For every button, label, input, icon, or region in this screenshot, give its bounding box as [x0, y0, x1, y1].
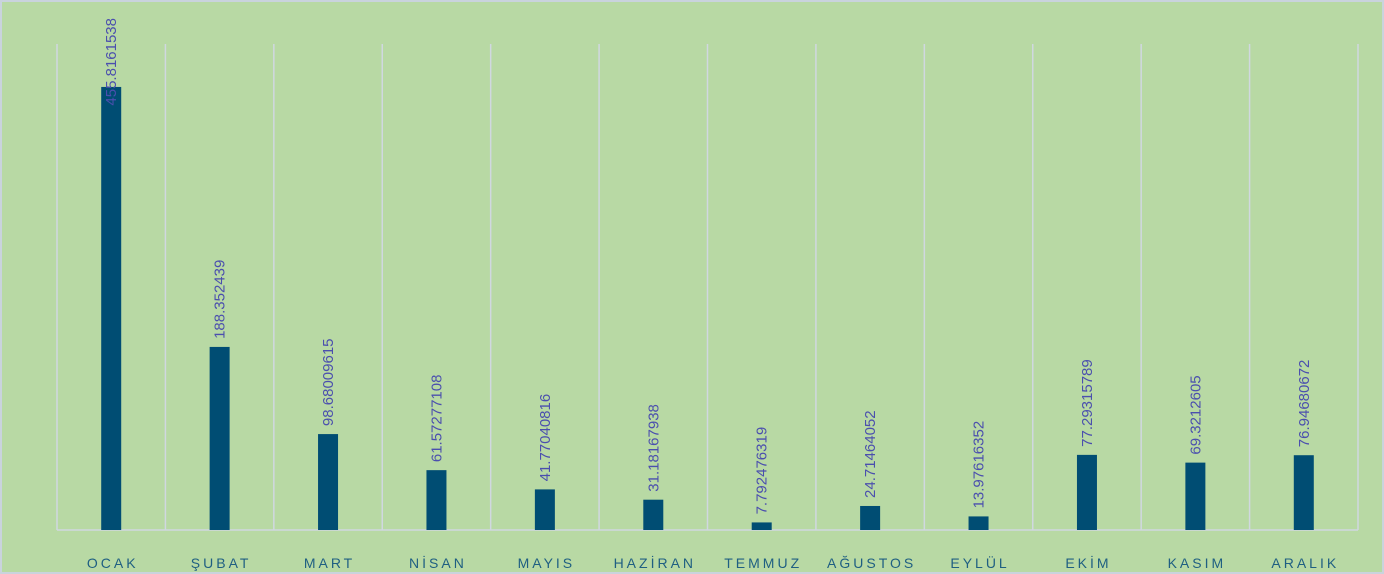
- x-tick-label: ŞUBAT: [191, 555, 252, 571]
- x-tick-label: MART: [304, 555, 355, 571]
- bar: [860, 505, 881, 530]
- x-tick-label: KASIM: [1168, 555, 1227, 571]
- bar: [209, 346, 230, 530]
- x-tick-label: MAYIS: [518, 555, 576, 571]
- value-label: 13.97616352: [971, 421, 988, 509]
- x-tick-label: EKİM: [1065, 554, 1111, 571]
- value-label: 69.3212605: [1187, 375, 1204, 454]
- x-tick-label: TEMMUZ: [724, 555, 802, 571]
- value-label: 188.352439: [212, 260, 229, 339]
- value-label: 61.57277108: [428, 375, 445, 463]
- x-tick-label: EYLÜL: [950, 554, 1009, 571]
- value-label: 24.71464052: [862, 410, 879, 498]
- value-label: 31.18167938: [645, 404, 662, 492]
- bar: [968, 516, 989, 530]
- x-tick-label: AĞUSTOS: [827, 555, 916, 571]
- bar: [1076, 454, 1097, 530]
- x-tick-label: HAZİRAN: [614, 554, 696, 571]
- x-tick-label: ARALIK: [1271, 555, 1339, 571]
- bar: [1293, 455, 1314, 530]
- value-label: 7.792476319: [754, 427, 771, 515]
- value-label: 98.68009615: [320, 338, 337, 426]
- value-label: 77.29315789: [1079, 359, 1096, 447]
- x-tick-label: NİSAN: [409, 554, 467, 571]
- bar: [101, 86, 122, 530]
- value-label: 76.94680672: [1296, 360, 1313, 448]
- bar: [534, 489, 555, 530]
- bar: [1185, 462, 1206, 530]
- value-label: 455.8161538: [103, 18, 120, 106]
- x-tick-label: OCAK: [87, 555, 139, 571]
- bar: [643, 499, 664, 530]
- value-label: 41.77040816: [537, 394, 554, 482]
- bar: [318, 434, 339, 530]
- bar: [751, 522, 772, 530]
- bar: [426, 470, 447, 530]
